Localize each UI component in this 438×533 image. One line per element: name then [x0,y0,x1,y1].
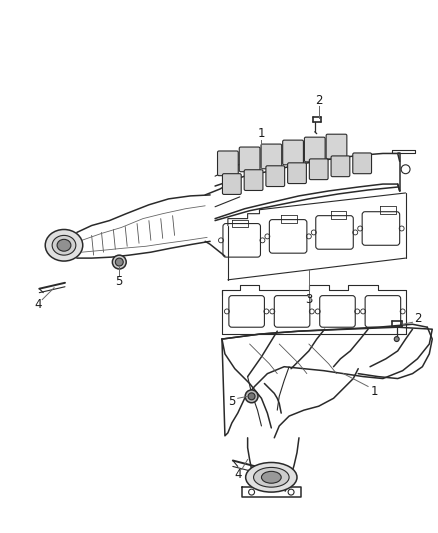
Ellipse shape [246,463,297,492]
Text: 4: 4 [234,468,241,481]
Text: 4: 4 [35,298,42,311]
FancyBboxPatch shape [309,159,328,180]
Text: 5: 5 [228,395,236,408]
FancyBboxPatch shape [266,166,285,187]
Ellipse shape [45,230,83,261]
Ellipse shape [394,337,399,342]
Ellipse shape [245,390,258,403]
Ellipse shape [115,258,123,266]
FancyBboxPatch shape [239,147,260,172]
Text: 3: 3 [305,293,313,306]
Ellipse shape [261,471,281,483]
Text: 1: 1 [258,127,265,140]
Text: 5: 5 [116,276,123,288]
Text: 2: 2 [315,94,322,107]
FancyBboxPatch shape [331,156,350,176]
FancyBboxPatch shape [288,163,306,183]
Ellipse shape [57,239,71,251]
Text: 1: 1 [370,385,378,398]
Ellipse shape [248,393,255,400]
FancyBboxPatch shape [283,140,304,165]
Ellipse shape [52,236,76,255]
Text: 2: 2 [414,312,421,325]
FancyBboxPatch shape [261,144,282,169]
Ellipse shape [113,255,126,269]
FancyBboxPatch shape [244,169,263,190]
FancyBboxPatch shape [218,151,238,176]
FancyBboxPatch shape [304,137,325,162]
Ellipse shape [254,467,289,487]
FancyBboxPatch shape [326,134,347,159]
FancyBboxPatch shape [353,153,371,174]
FancyBboxPatch shape [223,174,241,195]
